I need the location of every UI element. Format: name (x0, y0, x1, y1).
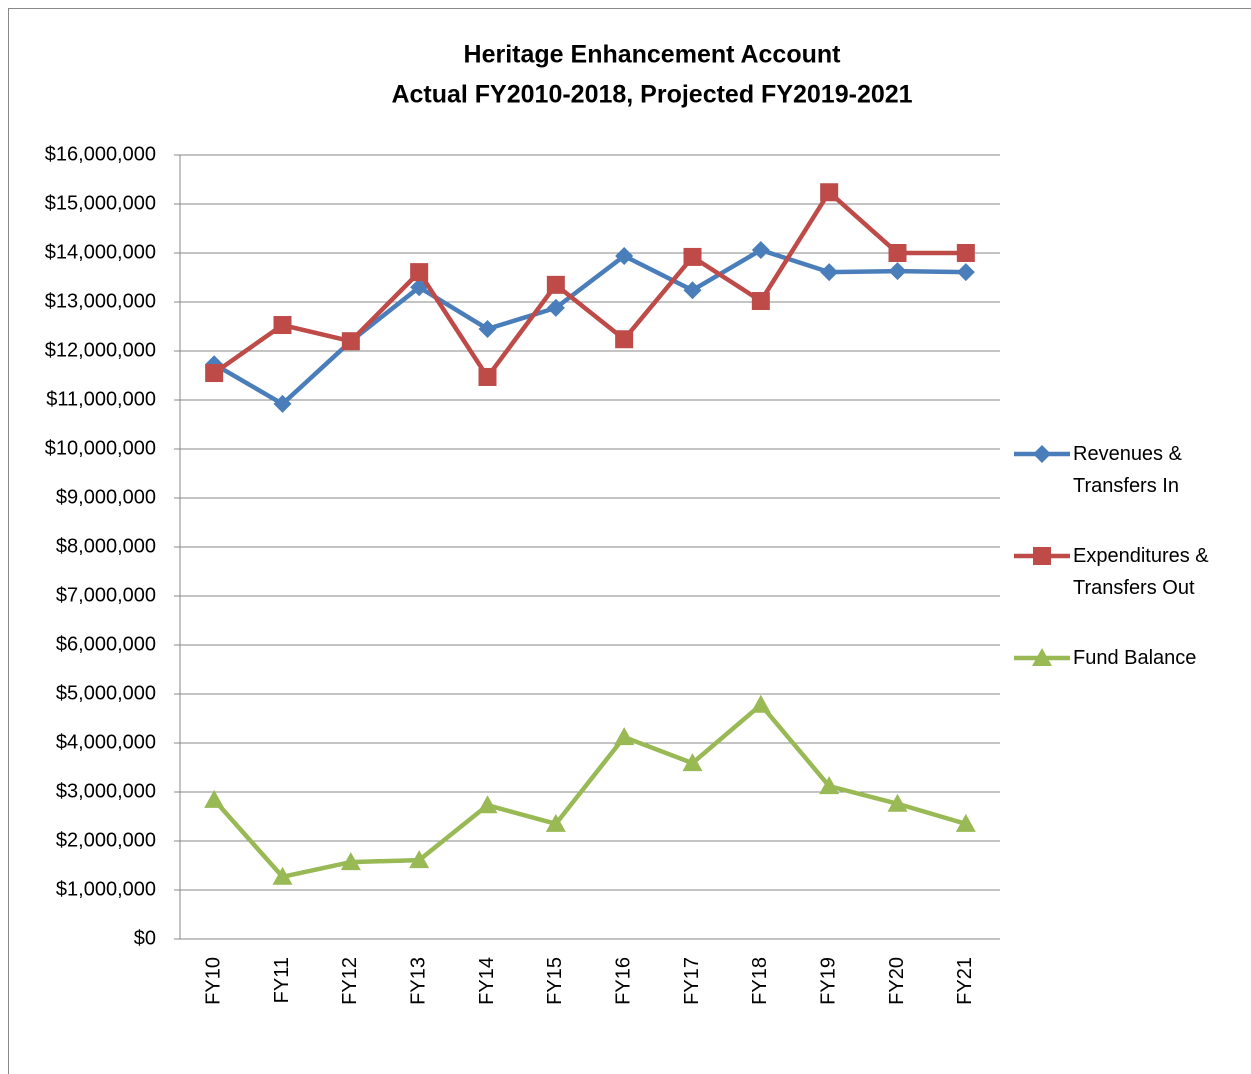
x-tick-label: FY14 (476, 957, 498, 1005)
x-tick-label: FY18 (749, 957, 771, 1005)
marker (956, 244, 975, 262)
marker (682, 753, 703, 772)
x-tick-label: FY13 (407, 957, 429, 1005)
marker (820, 263, 839, 282)
marker (888, 262, 907, 281)
legend-label: Revenues & Transfers In (1073, 443, 1182, 497)
marker (751, 241, 770, 260)
marker (750, 694, 771, 713)
marker (1033, 547, 1051, 565)
y-tick-label: $6,000,000 (56, 633, 156, 655)
x-tick-label: FY15 (544, 957, 566, 1005)
y-tick-label: $2,000,000 (56, 829, 156, 851)
marker (683, 281, 702, 300)
marker (341, 332, 360, 351)
chart-subtitle: Actual FY2010-2018, Projected FY2019-202… (391, 81, 912, 109)
x-tick-label: FY16 (612, 957, 634, 1005)
y-tick-label: $11,000,000 (46, 388, 156, 410)
legend-label: Expenditures & Transfers Out (1073, 545, 1209, 599)
marker (820, 183, 839, 202)
chart-title: Heritage Enhancement Account (464, 41, 842, 69)
marker (340, 852, 361, 871)
y-tick-label: $10,000,000 (45, 437, 156, 459)
y-tick-label: $3,000,000 (56, 780, 156, 802)
series-line (213, 247, 966, 407)
x-tick-label: FY21 (954, 957, 976, 1005)
y-tick-label: $12,000,000 (45, 339, 156, 361)
y-tick-label: $9,000,000 (56, 486, 156, 508)
x-tick-label: FY10 (202, 957, 224, 1005)
marker (614, 727, 635, 746)
y-tick-label: $8,000,000 (56, 535, 156, 557)
marker (273, 394, 292, 413)
y-tick-label: $15,000,000 (45, 192, 156, 214)
y-tick-label: $0 (134, 927, 156, 949)
marker (819, 776, 840, 795)
x-tick-label: FY17 (681, 957, 703, 1005)
marker (615, 246, 634, 265)
marker (409, 850, 430, 869)
marker (478, 319, 497, 338)
y-tick-label: $16,000,000 (45, 143, 156, 165)
y-tick-label: $4,000,000 (56, 731, 156, 753)
marker (615, 330, 634, 349)
marker (205, 364, 224, 383)
marker (478, 367, 497, 386)
y-tick-label: $7,000,000 (56, 584, 156, 606)
y-tick-label: $13,000,000 (45, 290, 156, 312)
marker (410, 263, 429, 282)
marker (204, 789, 225, 808)
marker (888, 244, 907, 262)
x-tick-label: FY20 (886, 957, 908, 1005)
marker (273, 316, 292, 335)
marker (545, 813, 566, 832)
x-tick-label: FY12 (339, 957, 361, 1005)
legend-label: Fund Balance (1073, 647, 1197, 669)
marker (683, 247, 702, 266)
chart-border (8, 8, 1251, 1074)
series-line (212, 702, 967, 880)
marker (956, 263, 975, 282)
marker (546, 298, 565, 317)
y-tick-label: $1,000,000 (56, 878, 156, 900)
marker (751, 292, 770, 311)
marker (272, 866, 293, 885)
marker (887, 793, 908, 812)
series-line (212, 189, 966, 380)
marker (477, 795, 498, 814)
marker (1033, 445, 1051, 463)
x-tick-label: FY11 (271, 957, 293, 1003)
marker (546, 275, 565, 294)
x-tick-label: FY19 (817, 957, 839, 1005)
y-tick-label: $5,000,000 (56, 682, 156, 704)
y-tick-label: $14,000,000 (45, 241, 156, 263)
marker (955, 813, 976, 832)
marker (1032, 648, 1052, 666)
